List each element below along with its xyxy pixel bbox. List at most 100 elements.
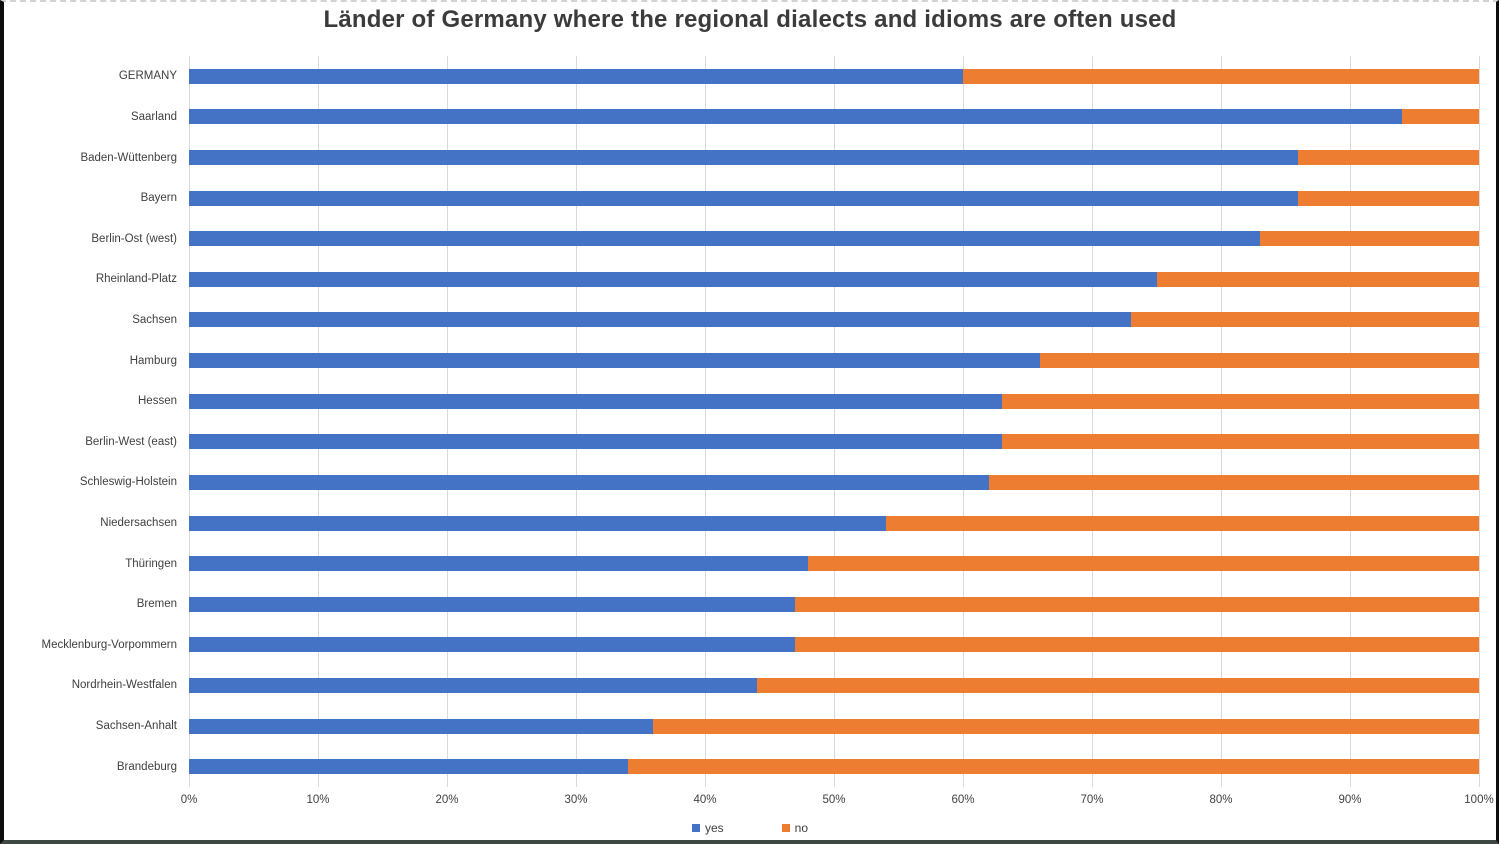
bar-track [189,68,1479,84]
x-tick-label: 60% [951,794,975,806]
bar-track [189,393,1479,409]
bar-segment-no [885,515,1479,531]
bar-row: Mecklenburg-Vorpommern [4,625,1479,666]
bar-track [189,637,1479,653]
bar-track [189,231,1479,247]
bar-row: Bayern [4,178,1479,219]
bar-row: Nordrhein-Westfalen [4,665,1479,706]
bar-row: Brandeburg [4,746,1479,787]
bar-segment-no [1001,393,1479,409]
bar-segment-no [988,474,1479,490]
category-label: Hamburg [129,354,177,367]
bar-row: Niedersachsen [4,503,1479,544]
legend-label: no [794,821,809,835]
bar-row: Hamburg [4,340,1479,381]
bar-rows: GERMANY Saarland Baden-Wüttenberg Bayern Ber… [4,56,1479,787]
x-tick-label: 80% [1209,794,1233,806]
bar-segment-yes [189,677,757,693]
bar-segment-yes [189,353,1041,369]
bar-segment-no [808,556,1479,572]
bar-track [189,556,1479,572]
x-tick-label: 20% [435,794,459,806]
bar-track [189,312,1479,328]
bar-track [189,434,1479,450]
bar-segment-yes [189,231,1260,247]
bar-segment-no [627,759,1479,775]
legend-label: yes [704,821,724,835]
category-label: Saarland [130,110,177,123]
bar-segment-no [1298,150,1479,166]
category-label: Berlin-West (east) [85,435,177,448]
category-label: Mecklenburg-Vorpommern [41,638,177,651]
bar-segment-no [795,637,1479,653]
category-label: Bayern [140,192,177,205]
bar-track [189,190,1479,206]
chart-title: Länder of Germany where the regional dia… [323,6,1177,33]
bar-row: Sachsen [4,300,1479,341]
bar-row: Berlin-West (east) [4,421,1479,462]
bar-row: Sachsen-Anhalt [4,706,1479,747]
bar-row: Rheinland-Platz [4,259,1479,300]
category-label: Schleswig-Holstein [79,476,177,489]
bar-segment-no [1156,271,1479,287]
category-label: GERMANY [118,70,177,83]
category-label: Berlin-Ost (west) [91,232,177,245]
category-label: Bremen [136,598,177,611]
bar-track [189,677,1479,693]
bar-track [189,474,1479,490]
legend-item-no: no [781,821,809,835]
bar-segment-no [1401,109,1479,125]
bar-track [189,515,1479,531]
x-tick-label: 90% [1338,794,1362,806]
category-label: Brandeburg [116,760,177,773]
bar-segment-yes [189,515,886,531]
bar-row: Bremen [4,584,1479,625]
bar-segment-yes [189,474,989,490]
bar-row: Berlin-Ost (west) [4,218,1479,259]
bar-row: Baden-Wüttenberg [4,137,1479,178]
category-label: Baden-Wüttenberg [80,151,177,164]
bar-segment-yes [189,150,1299,166]
bar-row: Hessen [4,381,1479,422]
bar-segment-yes [189,434,1002,450]
bar-track [189,596,1479,612]
bar-track [189,271,1479,287]
bar-segment-no [1040,353,1479,369]
category-label: Thüringen [125,557,177,570]
x-tick-label: 30% [564,794,588,806]
category-label: Sachsen [132,313,177,326]
bar-segment-yes [189,68,963,84]
bar-segment-no [1001,434,1479,450]
gridline [1479,56,1480,787]
x-tick-label: 70% [1080,794,1104,806]
bar-segment-no [653,718,1479,734]
bar-row: GERMANY [4,56,1479,97]
bar-row: Thüringen [4,543,1479,584]
bar-track [189,109,1479,125]
bar-track [189,718,1479,734]
bar-segment-no [756,677,1479,693]
bar-segment-yes [189,312,1131,328]
bar-segment-yes [189,596,796,612]
bar-segment-yes [189,718,654,734]
category-label: Niedersachsen [100,517,177,529]
bar-row: Schleswig-Holstein [4,462,1479,503]
category-label: Rheinland-Platz [95,273,177,286]
x-tick-label: 40% [693,794,717,806]
legend-swatch-icon [781,824,790,832]
bar-segment-no [1130,312,1479,328]
legend: yes no [4,821,1496,835]
bar-track [189,759,1479,775]
bar-segment-yes [189,109,1402,125]
legend-swatch-icon [691,824,700,832]
bar-segment-no [795,596,1479,612]
bar-segment-no [1298,190,1479,206]
x-axis: 0% 10% 20% 30% 40% 50% 60% 70% 80% 90% 100% [181,794,1494,812]
bar-segment-no [963,68,1479,84]
x-tick-label: 0% [180,794,198,806]
legend-item-yes: yes [691,821,724,835]
bar-track [189,150,1479,166]
bar-segment-yes [189,637,796,653]
bar-segment-yes [189,556,809,572]
